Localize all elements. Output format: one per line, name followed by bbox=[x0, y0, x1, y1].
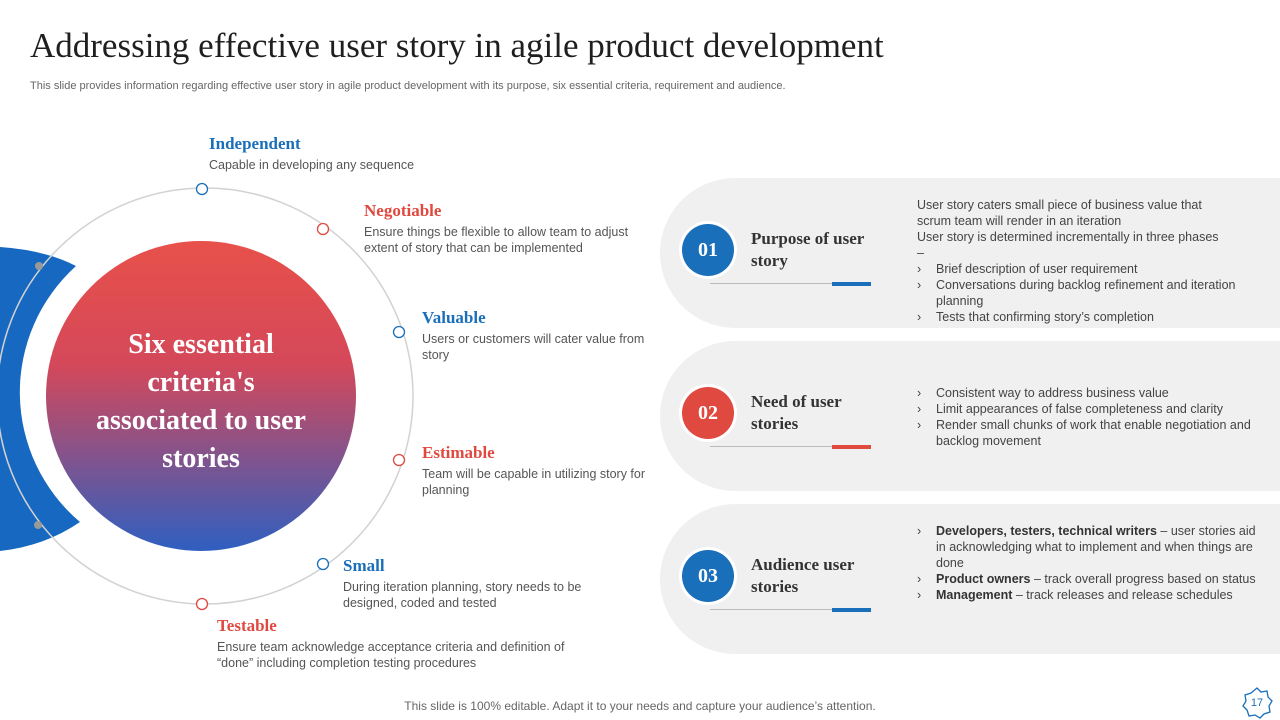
bullet: Tests that confirming story’s completion bbox=[917, 309, 1257, 325]
criterion: Negotiable Ensure things be flexible to a… bbox=[364, 201, 654, 256]
panel-text: User story caters small piece of busines… bbox=[917, 197, 1257, 325]
center-label: Six essential criteria's associated to u… bbox=[96, 329, 306, 474]
criterion-name: Small bbox=[343, 556, 385, 575]
bullet-bold: Management bbox=[936, 588, 1013, 602]
criterion-name: Testable bbox=[217, 616, 277, 635]
page-number: 17 bbox=[1250, 697, 1264, 709]
panel-title: Audience user stories bbox=[751, 555, 855, 596]
bullet-text: – user stories aid in acknowledging what… bbox=[936, 524, 1256, 570]
criterion: Independent Capable in developing any seq… bbox=[209, 134, 459, 173]
underline bbox=[710, 446, 870, 447]
criterion-name: Independent bbox=[209, 134, 301, 153]
criterion: Estimable Team will be capable in utilizi… bbox=[422, 443, 652, 498]
subtitle: This slide provides information regardin… bbox=[30, 80, 786, 92]
panel: 03 Audience user stories Developers, teste… bbox=[660, 504, 1280, 654]
underline-accent bbox=[832, 445, 871, 449]
bullet-text: Limit appearances of false completeness … bbox=[936, 402, 1223, 416]
ring-marker bbox=[316, 222, 330, 236]
criterion-description: During iteration planning, story needs t… bbox=[343, 580, 582, 610]
panel-number: 02 bbox=[682, 387, 734, 439]
underline-accent bbox=[832, 608, 871, 612]
criterion: Testable Ensure team acknowledge acceptan… bbox=[217, 616, 587, 671]
criterion-description: Ensure team acknowledge acceptance crite… bbox=[217, 640, 565, 670]
panel-title: Purpose of user story bbox=[751, 229, 865, 270]
panel-number: 03 bbox=[682, 550, 734, 602]
criterion-name: Valuable bbox=[422, 308, 486, 327]
intro-line: User story caters small piece of busines… bbox=[917, 198, 1202, 228]
criterion-description: Team will be capable in utilizing story … bbox=[422, 467, 646, 497]
center-circle bbox=[46, 241, 356, 551]
bullet-text: Brief description of user requirement bbox=[936, 262, 1138, 276]
bullet-text: Consistent way to address business value bbox=[936, 386, 1169, 400]
criterion-name: Estimable bbox=[422, 443, 495, 462]
panel: 01 Purpose of user story User story caters… bbox=[660, 178, 1280, 328]
criterion-description: Capable in developing any sequence bbox=[209, 158, 415, 172]
criterion-description: Ensure things be flexible to allow team … bbox=[364, 225, 629, 255]
dot bbox=[34, 521, 42, 529]
ring-marker bbox=[392, 325, 406, 339]
page-badge bbox=[1242, 687, 1273, 719]
panel-title: Need of user stories bbox=[751, 392, 842, 433]
bullet-text: – track overall progress based on status bbox=[1030, 572, 1256, 586]
panel-text: Consistent way to address business value… bbox=[917, 385, 1257, 449]
bullet: Render small chunks of work that enable … bbox=[917, 417, 1257, 449]
bullet: Developers, testers, technical writers –… bbox=[917, 523, 1257, 571]
bullet: Product owners – track overall progress … bbox=[917, 571, 1257, 587]
criterion: Small During iteration planning, story ne… bbox=[343, 556, 613, 611]
ring-marker bbox=[392, 453, 406, 467]
ring-marker bbox=[316, 557, 330, 571]
ring-marker bbox=[195, 597, 209, 611]
bullet: Brief description of user requirement bbox=[917, 261, 1257, 277]
panel-text: Developers, testers, technical writers –… bbox=[917, 523, 1257, 603]
ring-marker bbox=[195, 182, 209, 196]
left-graphic bbox=[0, 182, 414, 611]
bullet: Consistent way to address business value bbox=[917, 385, 1257, 401]
title: Addressing effective user story in agile… bbox=[30, 26, 884, 65]
criterion: Valuable Users or customers will cater va… bbox=[422, 308, 652, 363]
underline bbox=[710, 283, 870, 284]
bullet-bold: Developers, testers, technical writers bbox=[936, 524, 1157, 538]
panel-number: 01 bbox=[682, 224, 734, 276]
underline-accent bbox=[832, 282, 871, 286]
bullet-text: Tests that confirming story’s completion bbox=[936, 310, 1154, 324]
underline bbox=[710, 609, 870, 610]
bullet-text: Render small chunks of work that enable … bbox=[936, 418, 1251, 448]
bullet-bold: Product owners bbox=[936, 572, 1031, 586]
intro-line: User story is determined incrementally i… bbox=[917, 230, 1219, 260]
footer: This slide is 100% editable. Adapt it to… bbox=[404, 699, 876, 713]
bullet: Limit appearances of false completeness … bbox=[917, 401, 1257, 417]
criterion-description: Users or customers will cater value from… bbox=[422, 332, 645, 362]
bullet-text: – track releases and release schedules bbox=[1012, 588, 1233, 602]
blue-arc bbox=[0, 247, 80, 551]
bullet: Management – track releases and release … bbox=[917, 587, 1257, 603]
bullet: Conversations during backlog refinement … bbox=[917, 277, 1257, 309]
bullet-text: Conversations during backlog refinement … bbox=[936, 278, 1236, 308]
criterion-name: Negotiable bbox=[364, 201, 442, 220]
panel: 02 Need of user stories Consistent way to … bbox=[660, 341, 1280, 491]
dot bbox=[35, 262, 43, 270]
